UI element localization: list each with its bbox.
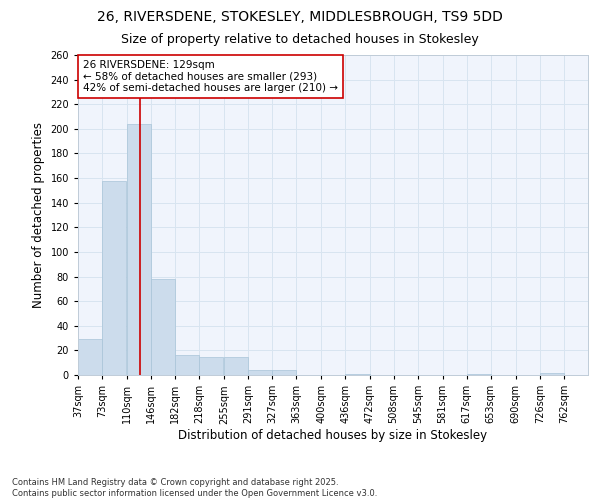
Text: 26 RIVERSDENE: 129sqm
← 58% of detached houses are smaller (293)
42% of semi-det: 26 RIVERSDENE: 129sqm ← 58% of detached … <box>83 60 338 93</box>
X-axis label: Distribution of detached houses by size in Stokesley: Distribution of detached houses by size … <box>178 429 488 442</box>
Y-axis label: Number of detached properties: Number of detached properties <box>32 122 45 308</box>
Bar <box>151 279 175 375</box>
Bar <box>467 374 491 375</box>
Text: Size of property relative to detached houses in Stokesley: Size of property relative to detached ho… <box>121 32 479 46</box>
Bar <box>78 340 102 375</box>
Bar <box>272 370 296 375</box>
Bar <box>540 372 564 375</box>
Bar <box>127 124 151 375</box>
Bar <box>248 370 272 375</box>
Bar <box>175 356 199 375</box>
Text: 26, RIVERSDENE, STOKESLEY, MIDDLESBROUGH, TS9 5DD: 26, RIVERSDENE, STOKESLEY, MIDDLESBROUGH… <box>97 10 503 24</box>
Bar <box>224 356 248 375</box>
Bar <box>346 374 370 375</box>
Bar <box>102 180 126 375</box>
Bar <box>199 356 223 375</box>
Text: Contains HM Land Registry data © Crown copyright and database right 2025.
Contai: Contains HM Land Registry data © Crown c… <box>12 478 377 498</box>
